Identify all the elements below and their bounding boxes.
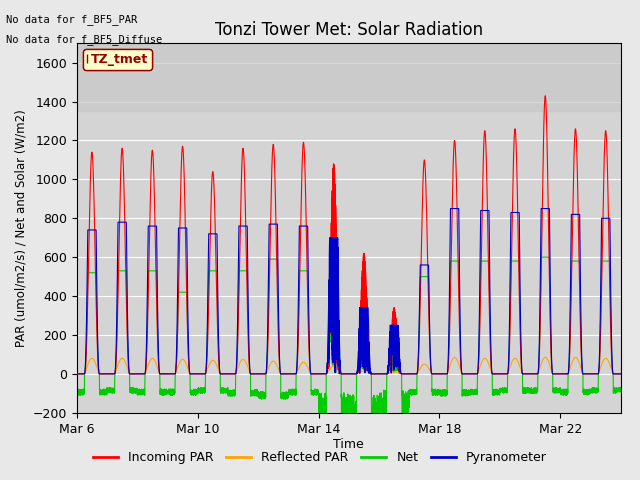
X-axis label: Time: Time [333, 438, 364, 451]
Y-axis label: PAR (umol/m2/s) / Net and Solar (W/m2): PAR (umol/m2/s) / Net and Solar (W/m2) [14, 109, 27, 347]
Legend: TZ_tmet: TZ_tmet [83, 49, 152, 70]
Text: No data for f_BF5_PAR: No data for f_BF5_PAR [6, 14, 138, 25]
Legend: Incoming PAR, Reflected PAR, Net, Pyranometer: Incoming PAR, Reflected PAR, Net, Pyrano… [88, 446, 552, 469]
Bar [77, 43, 621, 111]
Title: Tonzi Tower Met: Solar Radiation: Tonzi Tower Met: Solar Radiation [215, 21, 483, 39]
Text: No data for f_BF5_Diffuse: No data for f_BF5_Diffuse [6, 34, 163, 45]
